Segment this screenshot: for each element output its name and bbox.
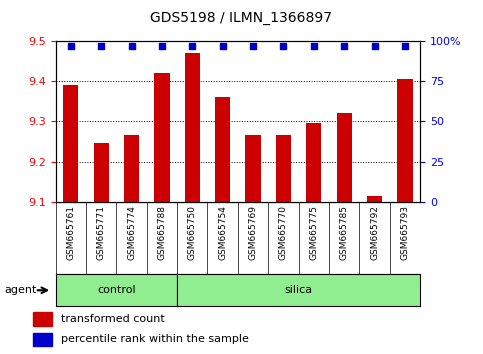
Point <box>97 43 105 48</box>
Bar <box>367 196 382 202</box>
Text: GSM665750: GSM665750 <box>188 205 197 261</box>
Text: GSM665785: GSM665785 <box>340 205 349 261</box>
Point <box>341 43 348 48</box>
Bar <box>185 53 200 202</box>
Point <box>371 43 379 48</box>
Text: silica: silica <box>284 285 313 295</box>
Point <box>310 43 318 48</box>
Text: percentile rank within the sample: percentile rank within the sample <box>61 335 249 344</box>
Point <box>280 43 287 48</box>
Text: GSM665771: GSM665771 <box>97 205 106 261</box>
Bar <box>337 113 352 202</box>
Text: GSM665792: GSM665792 <box>370 205 379 260</box>
Point <box>249 43 257 48</box>
Text: GSM665754: GSM665754 <box>218 205 227 260</box>
Text: GSM665775: GSM665775 <box>309 205 318 261</box>
Text: GSM665761: GSM665761 <box>66 205 75 261</box>
Text: GSM665774: GSM665774 <box>127 205 136 260</box>
Text: GSM665769: GSM665769 <box>249 205 257 261</box>
Text: GSM665793: GSM665793 <box>400 205 410 261</box>
Point <box>158 43 166 48</box>
Bar <box>306 123 322 202</box>
Text: transformed count: transformed count <box>61 314 165 324</box>
Bar <box>33 312 53 326</box>
Point <box>401 43 409 48</box>
Bar <box>276 135 291 202</box>
Text: GSM665788: GSM665788 <box>157 205 167 261</box>
Point <box>219 43 227 48</box>
Point <box>188 43 196 48</box>
Text: GSM665770: GSM665770 <box>279 205 288 261</box>
Bar <box>63 85 78 202</box>
Bar <box>245 135 261 202</box>
Point <box>128 43 135 48</box>
Bar <box>94 143 109 202</box>
Bar <box>154 73 170 202</box>
Point <box>67 43 74 48</box>
Bar <box>33 333 53 346</box>
Text: GDS5198 / ILMN_1366897: GDS5198 / ILMN_1366897 <box>151 11 332 25</box>
Bar <box>398 79 412 202</box>
Text: control: control <box>97 285 136 295</box>
Bar <box>124 135 139 202</box>
Bar <box>215 97 230 202</box>
Text: agent: agent <box>5 285 37 295</box>
